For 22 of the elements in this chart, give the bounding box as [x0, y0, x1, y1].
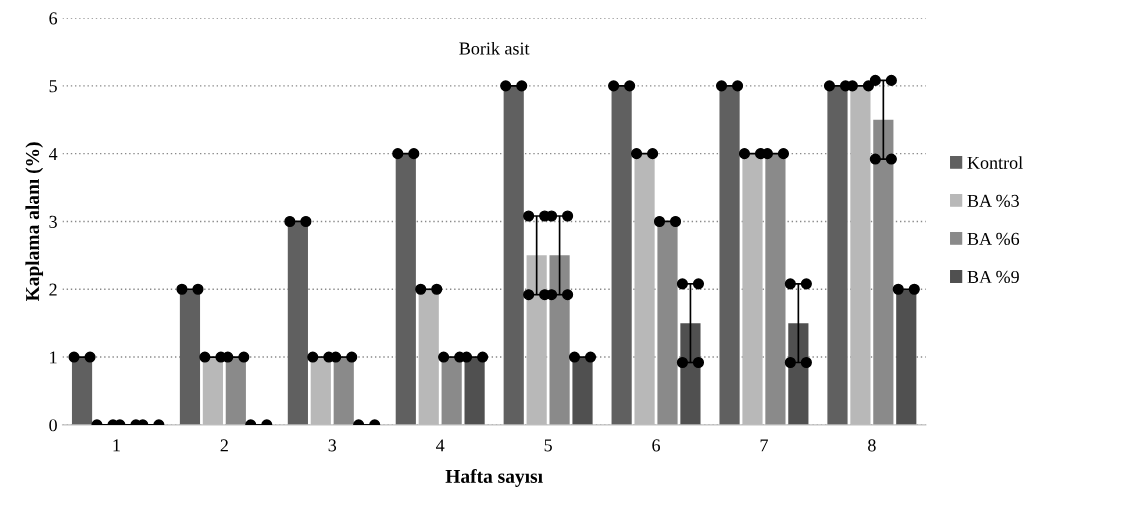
- y-tick-label: 6: [49, 12, 58, 25]
- x-tick-label: 5: [544, 439, 552, 452]
- x-tick-label: 3: [328, 439, 337, 452]
- legend-label: Kontrol: [967, 156, 1023, 169]
- y-tick-label: 0: [49, 419, 57, 432]
- text: Borik asit: [459, 41, 530, 55]
- y-tick-label: 2: [49, 283, 57, 296]
- y-tick-label: 3: [49, 215, 57, 228]
- y-tick-label: 4: [48, 148, 58, 160]
- x-tick-label: 8: [868, 439, 876, 452]
- legend-label: BA %9: [967, 270, 1019, 284]
- y-tick-label: 1: [50, 351, 57, 364]
- x-axis-title: Hafta sayısı: [445, 469, 543, 487]
- x-tick-label: 4: [436, 439, 445, 452]
- x-tick-label: 1: [113, 439, 120, 452]
- legend-label: BA %6: [967, 232, 1020, 246]
- x-tick-label: 2: [220, 439, 228, 452]
- y-axis-title: Kaplama alanı (%): [25, 142, 44, 302]
- x-tick-label: 7: [760, 439, 768, 452]
- x-tick-label: 6: [652, 439, 661, 452]
- legend-label: BA %3: [967, 194, 1019, 208]
- y-tick-label: 5: [49, 80, 57, 93]
